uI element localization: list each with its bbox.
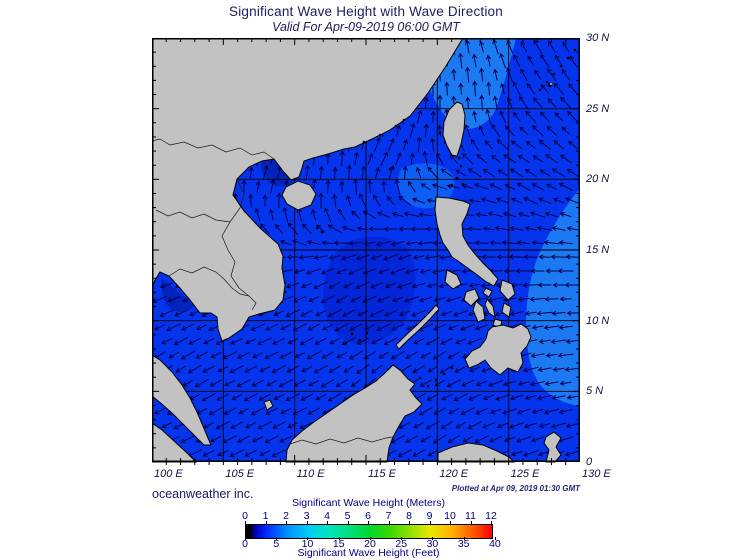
legend-tick-mark bbox=[347, 521, 349, 524]
region-gulf-of-thailand-head bbox=[161, 278, 194, 312]
lon-tick-label: 110 E bbox=[296, 468, 325, 480]
legend-tick-mark bbox=[429, 521, 431, 524]
legend-tick-mark bbox=[265, 521, 267, 524]
legend-meters-tick: 12 bbox=[485, 510, 497, 522]
legend-meters-tick: 5 bbox=[344, 510, 351, 522]
page-subtitle: Valid For Apr-09-2019 06:00 GMT bbox=[272, 20, 460, 34]
legend-feet-tick: 10 bbox=[301, 538, 314, 550]
legend-tick-mark bbox=[245, 537, 246, 540]
page-title: Significant Wave Height with Wave Direct… bbox=[229, 4, 503, 19]
legend-feet-tick: 5 bbox=[273, 538, 280, 550]
legend-feet-tick: 0 bbox=[242, 538, 248, 550]
legend-tick-mark bbox=[306, 521, 308, 524]
legend-title-feet: Significant Wave Height (Feet) bbox=[297, 547, 440, 559]
landmass bbox=[484, 298, 496, 319]
legend-meters-tick: 2 bbox=[283, 510, 289, 522]
landmass bbox=[152, 38, 464, 342]
landmass bbox=[499, 279, 516, 301]
legend-tick-mark bbox=[491, 521, 492, 524]
legend-tick-mark bbox=[494, 537, 496, 540]
small-islands bbox=[283, 48, 577, 388]
legend-meters-tick: 11 bbox=[465, 510, 476, 522]
legend-tick-mark bbox=[369, 537, 371, 540]
region-philippine-sea-east bbox=[526, 188, 580, 406]
legend-title-meters: Significant Wave Height (Meters) bbox=[291, 497, 446, 509]
legend-meters-tick: 7 bbox=[385, 510, 392, 522]
lon-tick-label: 115 E bbox=[368, 468, 396, 480]
legend-tick-mark bbox=[470, 521, 472, 524]
landmass bbox=[442, 101, 466, 157]
legend-tick-mark bbox=[327, 521, 328, 524]
landmass bbox=[482, 287, 493, 298]
landmass bbox=[444, 269, 462, 290]
map-frame bbox=[152, 38, 580, 462]
lon-tick-label: 120 E bbox=[439, 468, 469, 480]
lon-tick-label: 100 E bbox=[154, 468, 183, 480]
legend-feet-tick: 20 bbox=[364, 538, 376, 550]
legend-tick-mark bbox=[276, 537, 278, 540]
legend-meters-tick: 3 bbox=[303, 510, 310, 522]
wave-height-map bbox=[152, 38, 580, 465]
company-credit: oceanweather inc. bbox=[152, 487, 254, 501]
landmass bbox=[472, 300, 486, 323]
landmass bbox=[263, 399, 274, 411]
lat-tick-label: 0 bbox=[586, 456, 593, 468]
legend-feet-tick: 35 bbox=[457, 538, 470, 550]
legend-tick-mark bbox=[432, 537, 434, 540]
legend-meters-tick: 0 bbox=[242, 510, 248, 522]
legend-feet-tick: 15 bbox=[332, 538, 345, 550]
lat-tick-label: 10 N bbox=[586, 314, 610, 327]
legend-tick-mark bbox=[338, 537, 340, 540]
legend-meters-tick: 6 bbox=[365, 510, 371, 522]
legend-meters-tick: 9 bbox=[426, 510, 433, 522]
landmass bbox=[501, 302, 512, 318]
legend-tick-mark bbox=[409, 521, 410, 524]
legend-tick-mark bbox=[245, 521, 246, 524]
legend-feet-tick: 25 bbox=[395, 538, 408, 550]
legend-tick-mark bbox=[307, 537, 309, 540]
colorbar bbox=[245, 524, 493, 539]
legend-meters-tick: 10 bbox=[444, 510, 456, 522]
legend-tick-mark bbox=[368, 521, 369, 524]
legend-meters-tick: 1 bbox=[262, 510, 269, 522]
legend-tick-mark bbox=[286, 521, 287, 524]
legend-tick-mark bbox=[401, 537, 403, 540]
country-borders bbox=[152, 138, 394, 445]
region-central-south-china-sea bbox=[323, 236, 416, 344]
chart-header: Significant Wave Height with Wave Direct… bbox=[152, 4, 580, 34]
landmass bbox=[152, 354, 212, 446]
legend-tick-mark bbox=[450, 521, 451, 524]
lon-tick-label: 125 E bbox=[510, 468, 540, 480]
legend-tick-mark bbox=[463, 537, 465, 540]
legend-feet-tick: 40 bbox=[489, 538, 501, 550]
lon-tick-label: 105 E bbox=[225, 468, 255, 480]
legend-meters-tick: 8 bbox=[406, 510, 412, 522]
lat-tick-label: 25 N bbox=[586, 102, 610, 115]
plot-timestamp: Plotted at Apr 09, 2019 01:30 GMT bbox=[451, 484, 580, 493]
landmass bbox=[395, 304, 440, 350]
lat-tick-label: 15 N bbox=[586, 244, 610, 256]
landmass bbox=[434, 196, 499, 287]
legend-feet-tick: 30 bbox=[426, 538, 439, 550]
lat-tick-label: 20 N bbox=[586, 173, 610, 186]
legend-meters-tick: 4 bbox=[324, 510, 330, 522]
landmass bbox=[281, 180, 317, 211]
landmass bbox=[543, 431, 562, 463]
lat-tick-label: 5 N bbox=[586, 385, 604, 398]
legend-tick-mark bbox=[388, 521, 390, 524]
lon-tick-label: 130 E bbox=[582, 468, 611, 480]
landmass bbox=[464, 323, 532, 376]
lat-tick-label: 30 N bbox=[586, 32, 610, 44]
